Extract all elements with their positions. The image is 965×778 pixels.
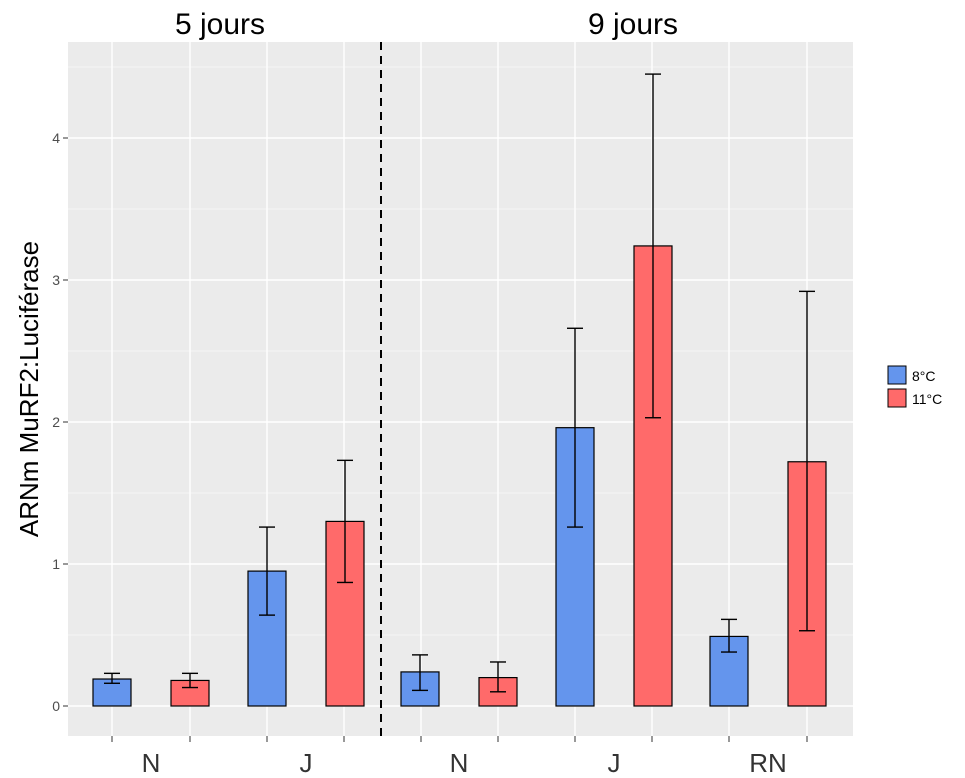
x-category-label: RN [749, 748, 787, 778]
legend: 8°C 11°C [887, 365, 942, 408]
group-title-left: 5 jours [175, 8, 265, 41]
legend-swatch-8c [887, 365, 907, 385]
legend-label-11c: 11°C [912, 391, 942, 407]
group-title-right: 9 jours [588, 8, 678, 41]
x-category-label: J [608, 748, 621, 778]
bar [555, 427, 595, 707]
error-bars [104, 73, 815, 693]
x-axis: N J N J RN [111, 736, 808, 778]
y-tick-label: 1 [52, 556, 60, 572]
x-category-label: N [142, 748, 161, 778]
y-axis-title: ARNm MuRF2:Luciférase [14, 241, 44, 537]
plot-panel [68, 42, 853, 736]
x-category-label: J [300, 748, 313, 778]
bar [709, 635, 749, 707]
y-tick-label: 3 [52, 272, 60, 288]
legend-label-8c: 8°C [912, 368, 936, 384]
x-category-label: N [450, 748, 469, 778]
legend-swatch-11c [887, 388, 907, 408]
y-tick-label: 0 [52, 698, 60, 714]
y-tick-label: 2 [52, 414, 60, 430]
y-axis: 0 1 2 3 4 [52, 130, 68, 714]
y-tick-label: 4 [52, 130, 60, 146]
